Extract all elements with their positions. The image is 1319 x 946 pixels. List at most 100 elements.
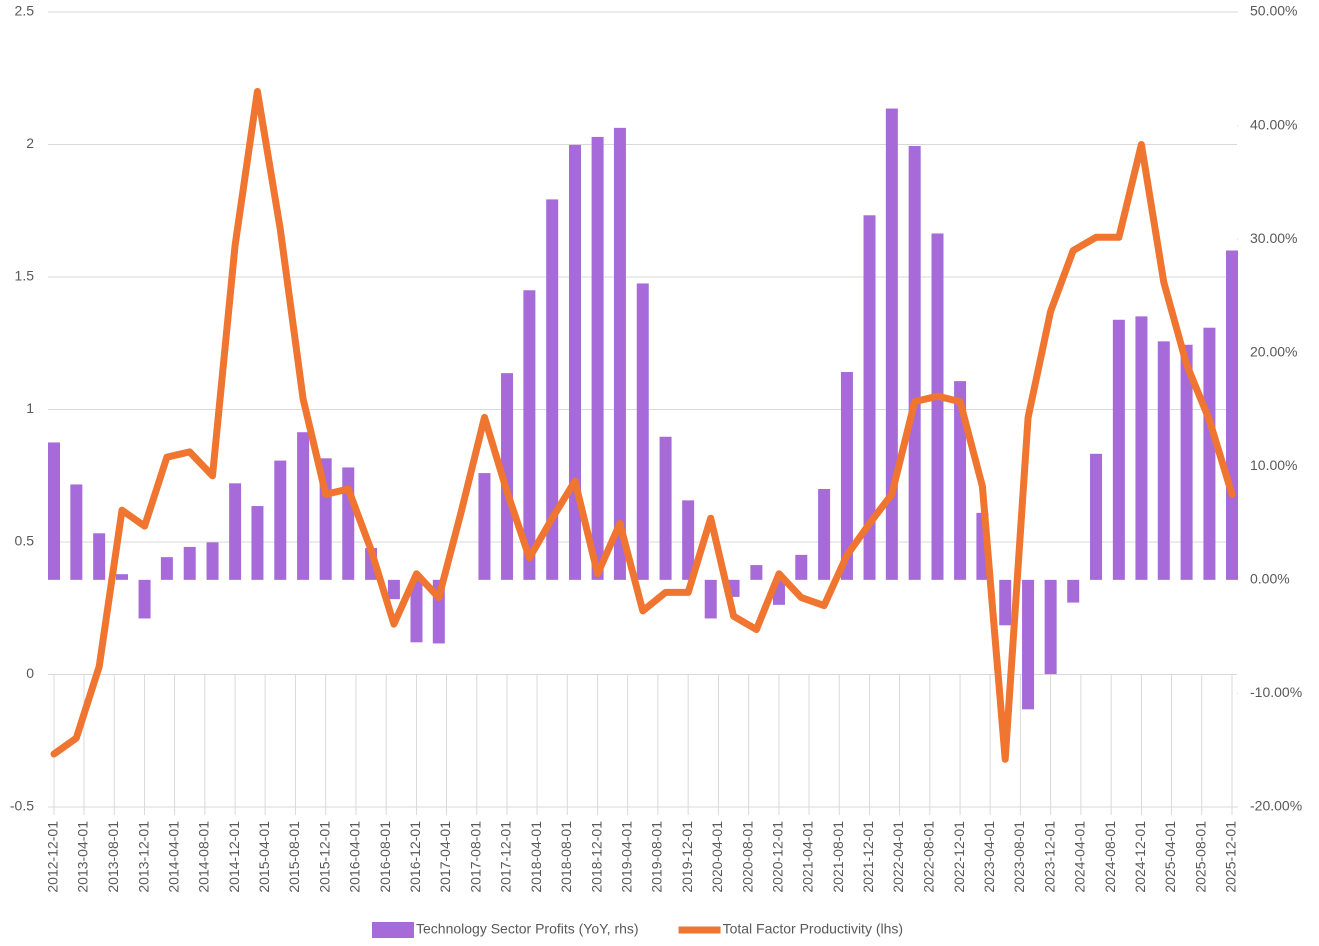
bar (251, 506, 264, 580)
bar (908, 146, 921, 580)
bar (704, 579, 717, 619)
bar (1180, 344, 1193, 580)
x-tick-label: 2021-12-01 (860, 821, 876, 893)
x-tick-label: 2013-04-01 (75, 821, 91, 893)
y-tick-label: 1.5 (15, 268, 35, 284)
y2-tick-label: -20.00% (1250, 798, 1302, 814)
bar (885, 108, 898, 580)
bar (70, 484, 83, 580)
y-tick-label: 1 (26, 400, 34, 416)
x-tick-label: 2013-08-01 (105, 821, 121, 893)
bar (138, 579, 151, 619)
bar (115, 574, 128, 580)
x-tick-label: 2012-12-01 (45, 821, 61, 893)
y-tick-label: 2 (26, 135, 34, 151)
x-tick-label: 2016-12-01 (407, 821, 423, 893)
x-tick-label: 2017-12-01 (498, 821, 514, 893)
y2-tick-label: 20.00% (1250, 343, 1297, 359)
x-tick-label: 2017-08-01 (467, 821, 483, 893)
bar (183, 546, 196, 580)
x-tick-label: 2023-04-01 (981, 821, 997, 893)
bar (1044, 579, 1057, 675)
x-tick-label: 2019-12-01 (679, 821, 695, 893)
x-tick-label: 2023-12-01 (1041, 821, 1057, 893)
bar (206, 542, 219, 580)
x-tick-label: 2016-04-01 (347, 821, 363, 893)
y2-tick-label: 30.00% (1250, 230, 1297, 246)
bar (478, 473, 491, 580)
x-tick-label: 2024-04-01 (1072, 821, 1088, 893)
bar (387, 579, 400, 600)
x-tick-label: 2021-08-01 (830, 821, 846, 893)
bar (682, 500, 695, 580)
bar (1203, 327, 1216, 580)
x-tick-label: 2020-12-01 (770, 821, 786, 893)
x-tick-label: 2015-12-01 (316, 821, 332, 893)
x-tick-label: 2022-04-01 (890, 821, 906, 893)
bar (863, 215, 876, 580)
x-tick-label: 2020-08-01 (739, 821, 755, 893)
bar (523, 290, 536, 580)
bar (591, 136, 604, 580)
x-tick-label: 2018-12-01 (588, 821, 604, 893)
x-tick-label: 2025-08-01 (1192, 821, 1208, 893)
bar (1067, 579, 1080, 603)
x-tick-label: 2019-08-01 (649, 821, 665, 893)
y-tick-label: 0.5 (15, 533, 35, 549)
bar (1022, 579, 1035, 710)
bar (160, 557, 173, 580)
bar (501, 373, 514, 580)
bar (795, 554, 808, 580)
legend-item: Technology Sector Profits (YoY, rhs) (372, 921, 639, 938)
y2-tick-label: 10.00% (1250, 457, 1297, 473)
x-tick-label: 2018-04-01 (528, 821, 544, 893)
x-tick-label: 2019-04-01 (618, 821, 634, 893)
bar (931, 233, 944, 580)
y-tick-label: -0.5 (10, 798, 34, 814)
legend-swatch (372, 922, 414, 938)
bar (954, 381, 967, 580)
y-tick-label: 0 (26, 665, 34, 681)
x-tick-label: 2022-12-01 (951, 821, 967, 893)
x-tick-label: 2014-12-01 (226, 821, 242, 893)
line (50, 88, 1236, 763)
x-tick-label: 2021-04-01 (800, 821, 816, 893)
bar (1226, 250, 1238, 580)
bar (750, 565, 763, 580)
bar (546, 199, 559, 580)
bar (1112, 319, 1125, 580)
y2-tick-label: 50.00% (1250, 3, 1297, 19)
bar (818, 489, 831, 580)
bar (636, 283, 649, 580)
bar (659, 436, 672, 580)
bar (613, 127, 626, 580)
x-tick-label: 2023-08-01 (1011, 821, 1027, 893)
bar (1135, 316, 1148, 580)
bar (1157, 341, 1170, 580)
x-tick-label: 2015-04-01 (256, 821, 272, 893)
bar (840, 372, 853, 580)
x-tick-label: 2014-08-01 (196, 821, 212, 893)
y2-tick-label: 40.00% (1250, 116, 1297, 132)
y2-tick-label: 0.00% (1250, 571, 1290, 587)
bar (274, 460, 287, 580)
x-tick-label: 2024-12-01 (1132, 821, 1148, 893)
bar (48, 442, 60, 580)
bar (297, 432, 310, 580)
bar (1090, 453, 1103, 580)
bar (229, 483, 242, 580)
legend-label: Technology Sector Profits (YoY, rhs) (416, 921, 639, 937)
x-tick-label: 2015-08-01 (286, 821, 302, 893)
bar (342, 467, 355, 580)
x-tick-label: 2016-08-01 (377, 821, 393, 893)
x-tick-label: 2025-04-01 (1162, 821, 1178, 893)
x-tick-label: 2025-12-01 (1223, 821, 1239, 893)
x-tick-label: 2024-08-01 (1102, 821, 1118, 893)
legend-item: Total Factor Productivity (lhs) (678, 921, 903, 937)
bar (410, 579, 423, 643)
x-tick-label: 2022-08-01 (921, 821, 937, 893)
x-tick-label: 2018-08-01 (558, 821, 574, 893)
bar (569, 144, 582, 580)
x-tick-label: 2020-04-01 (709, 821, 725, 893)
